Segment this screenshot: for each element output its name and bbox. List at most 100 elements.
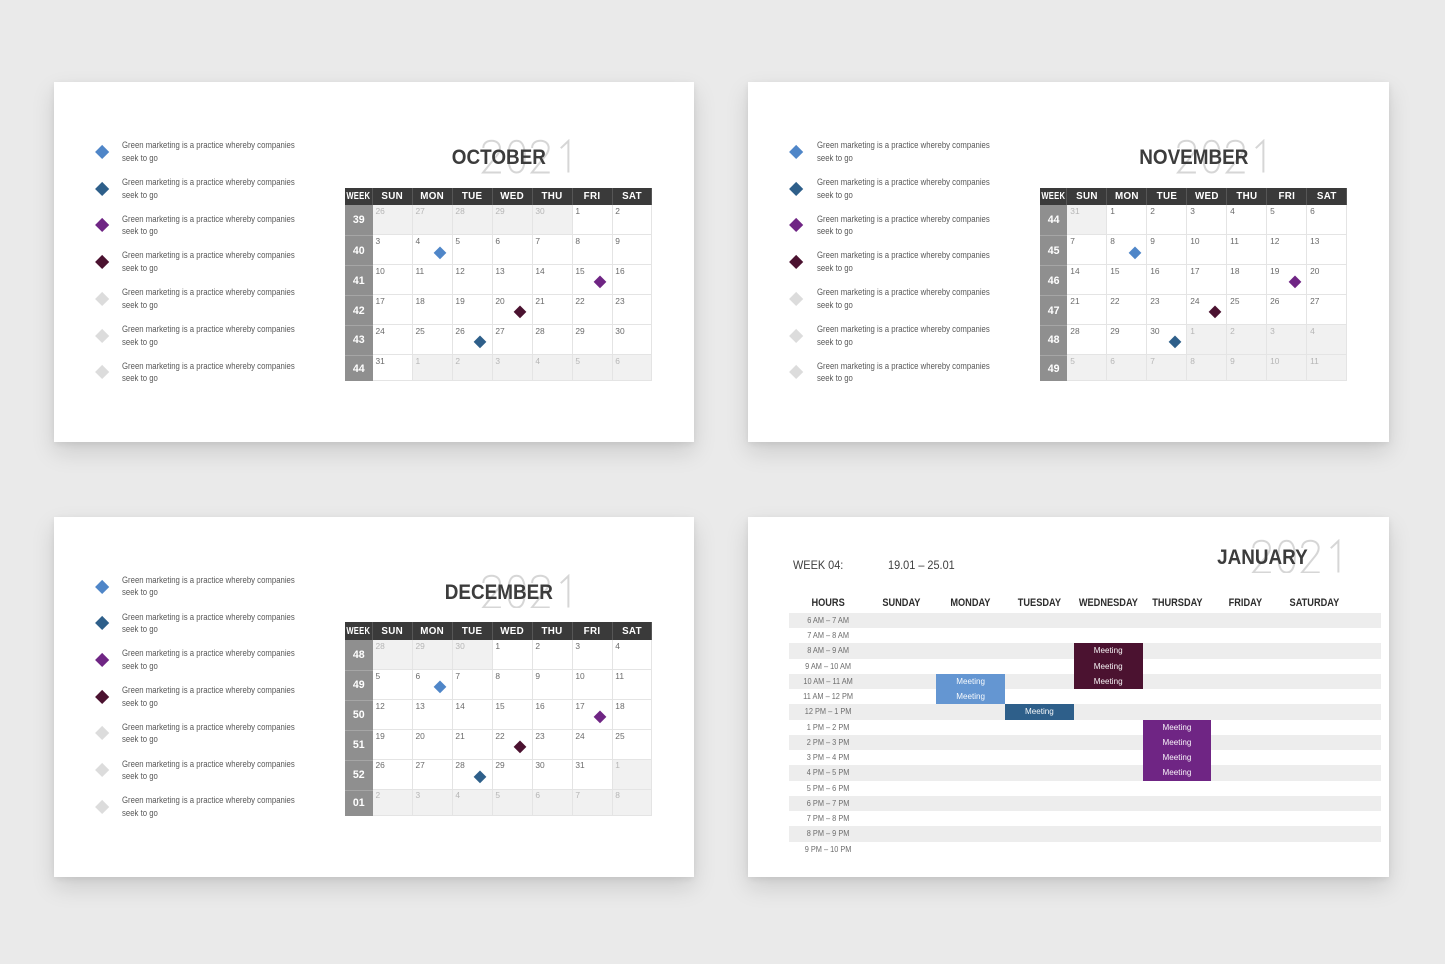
slide-november[interactable]: Green marketing is a practice whereby co… <box>748 82 1389 443</box>
bullet-text: Green marketing is a practice whereby co… <box>122 323 296 348</box>
day-cell: 24 <box>1187 295 1228 326</box>
day-cell: 27 <box>412 759 453 790</box>
day-cell: 8 <box>572 235 613 266</box>
bullet-text: Green marketing is a practice whereby co… <box>122 574 296 599</box>
day-header-label: THU <box>541 625 563 637</box>
diamond-bullet-icon <box>94 726 109 741</box>
day-cell: 8 <box>1187 354 1228 382</box>
day-cell: 6 <box>1107 354 1148 382</box>
slide-january[interactable]: WEEK 04: 19.01 – 25.01 JANUARY HOURS SUND… <box>748 516 1389 877</box>
day-cell: 29 <box>412 640 453 670</box>
week-number-cell: 44 <box>1039 205 1068 236</box>
hour-range-label: 8 PM – 9 PM <box>807 829 850 839</box>
day-header-label: MON <box>1115 191 1139 203</box>
day-header-label: WED <box>500 191 524 203</box>
meeting-event-block[interactable]: Meeting Meeting <box>936 673 1006 705</box>
day-cell: 28 <box>372 640 413 670</box>
day-cell: 8 <box>492 669 533 700</box>
day-header-label: MON <box>420 625 445 637</box>
meeting-label: Meeting <box>1093 661 1123 671</box>
diamond-bullet-icon <box>789 144 804 160</box>
day-cell: 15 <box>492 699 533 730</box>
day-cell: 23 <box>532 729 573 760</box>
day-cell: 1 <box>572 205 613 236</box>
day-header-label: MON <box>420 191 445 203</box>
day-cell: 2 <box>532 640 573 670</box>
day-cell: 19 <box>1267 265 1308 296</box>
day-cell: 1 <box>612 759 653 790</box>
ghost-year-2021 <box>479 139 579 174</box>
day-cell: 11 <box>412 265 453 296</box>
day-cell: 9 <box>612 235 653 266</box>
day-header-cell: FRI <box>572 622 613 641</box>
day-cell: 2 <box>1147 205 1188 236</box>
schedule-row: 6 PM – 7 PM <box>789 795 1381 812</box>
bullet-text: Green marketing is a practice whereby co… <box>817 177 990 201</box>
day-cell: 18 <box>412 295 453 326</box>
day-header-cell: SAT <box>612 187 653 206</box>
day-cell: 4 <box>452 789 493 816</box>
slide-october[interactable]: Green marketing is a practice whereby co… <box>53 82 694 443</box>
day-cell: 12 <box>372 699 413 730</box>
diamond-bullet-icon <box>789 328 804 344</box>
hour-range-label: 1 PM – 2 PM <box>807 722 850 732</box>
meeting-event-block[interactable]: Meeting Meeting Meeting <box>1073 643 1143 690</box>
day-cell: 1 <box>412 354 453 382</box>
day-cell: 11 <box>612 669 653 700</box>
day-header-cell: TUE <box>1147 187 1188 206</box>
day-header-cell: WED <box>492 187 533 206</box>
bullet-text: Green marketing is a practice whereby co… <box>122 721 296 746</box>
day-cell: 27 <box>492 325 533 355</box>
day-cell: 16 <box>1147 265 1188 296</box>
day-cell: 3 <box>412 789 453 816</box>
week-number-cell: 48 <box>1039 325 1068 355</box>
day-cell: 24 <box>572 729 613 760</box>
week-number-cell: 46 <box>1039 265 1068 296</box>
schedule-row: 8 PM – 9 PM <box>789 826 1381 842</box>
diamond-bullet-icon <box>94 689 109 705</box>
day-cell: 22 <box>572 295 613 326</box>
diamond-bullet-icon <box>94 254 109 270</box>
month-calendar-table: WEEK SUN MON TUE WED THU FRI SAT 44 31 1 2 3 4 5 6 45 7 8 9… <box>1039 187 1348 382</box>
day-header-label: THU <box>541 191 563 203</box>
day-header-cell: THU <box>532 187 573 206</box>
week-number-cell: 42 <box>344 295 373 326</box>
day-header-cell: TUE <box>452 622 493 641</box>
diamond-bullet-icon <box>94 365 109 380</box>
meeting-label: Meeting <box>1025 707 1054 717</box>
day-cell: 27 <box>412 205 453 236</box>
diamond-bullet-icon <box>94 218 109 233</box>
slide-december[interactable]: Green marketing is a practice whereby co… <box>53 516 694 877</box>
day-header-cell: MON <box>412 622 453 641</box>
day-cell: 21 <box>452 729 493 760</box>
day-cell: 2 <box>1227 325 1268 355</box>
hour-range-label: 3 PM – 4 PM <box>807 753 850 763</box>
day-cell: 29 <box>492 205 533 236</box>
schedule-column-header: MONDAY <box>950 597 991 610</box>
schedule-column-header: TUESDAY <box>1017 597 1062 610</box>
day-header-cell: SUN <box>372 622 413 641</box>
meeting-event-block[interactable]: Meeting <box>1005 704 1074 720</box>
day-header-cell: SAT <box>612 622 653 641</box>
diamond-bullet-icon <box>789 365 804 380</box>
bullet-text: Green marketing is a practice whereby co… <box>122 360 296 385</box>
day-cell: 24 <box>372 325 413 355</box>
bullet-text: Green marketing is a practice whereby co… <box>122 795 296 819</box>
meeting-event-block[interactable]: Meeting Meeting Meeting Meeting <box>1142 719 1212 781</box>
bullet-text: Green marketing is a practice whereby co… <box>817 287 990 311</box>
day-cell: 3 <box>1267 325 1308 355</box>
day-cell: 5 <box>572 354 613 382</box>
day-cell: 3 <box>372 235 413 266</box>
schedule-column-header: FRIDAY <box>1228 597 1263 610</box>
hour-range-label: 6 AM – 7 AM <box>807 615 850 625</box>
day-cell: 18 <box>612 699 653 730</box>
day-header-label: SAT <box>1316 191 1337 203</box>
meeting-label: Meeting <box>1093 676 1123 686</box>
day-header-label: SAT <box>622 625 642 637</box>
day-cell: 27 <box>1307 295 1348 326</box>
hour-range-label: 6 PM – 7 PM <box>807 798 850 808</box>
day-cell: 5 <box>1067 354 1108 382</box>
day-cell: 16 <box>532 699 573 730</box>
day-header-label: FRI <box>583 625 601 637</box>
month-calendar-table: WEEK SUN MON TUE WED THU FRI SAT 48 28 29 30 1 2 3 4 49 5… <box>344 622 653 816</box>
